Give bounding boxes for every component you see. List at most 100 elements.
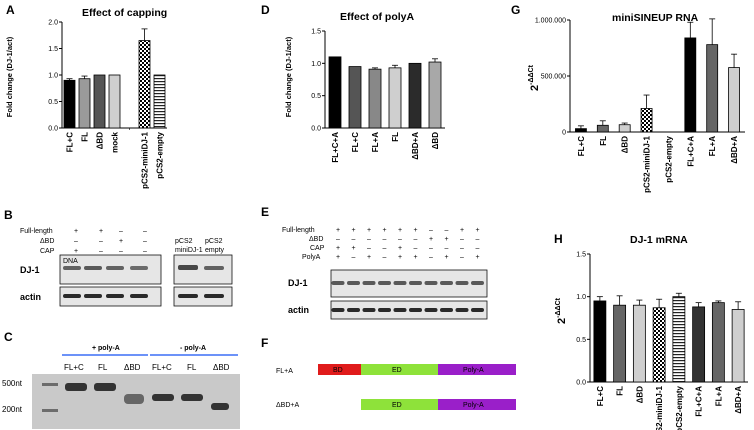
y-tick-label: 1.0 [576,294,586,301]
blot-e-mark: – [352,254,356,261]
blot-e-actin-band [455,308,469,312]
category-label-fl-1: FL [81,132,90,142]
chart-minisineup-rna: 0 500.000 1.000.000 2-ΔΔCt FL+C FL ΔBD pCS2-min… [528,18,745,193]
segment-ed-dbd [361,399,438,410]
blot-e-mark: – [460,254,464,261]
y-axis-label-exponent: -ΔΔCt [555,297,562,317]
category-label-fl-a-6: FL+A [708,136,717,156]
blot-b-mark: – [74,238,78,245]
blot-e-mark: – [367,245,371,252]
blot-b-actin-membrane-right [173,286,233,307]
category-label-fl-1: FL [616,386,625,396]
blot-e-actin-band [471,308,484,312]
blot-b-mark: + [119,238,123,245]
blot-b-right-label-2: miniDJ-1 [175,247,203,254]
bar-pcs2-minidj-1-3 [640,108,653,133]
category-label-fl-c-a-5: FL+C+A [695,386,704,417]
blot-e-dj1-band [455,281,469,285]
category-label-pcs2-empty-6: pCS2-empty [156,131,165,178]
blot-e-actin-band [331,308,345,312]
y-tick-label: 1.5 [576,252,586,259]
blot-b-mark: – [143,238,147,245]
panel-letter-g: G [511,3,520,17]
blot-e-mark: – [476,245,480,252]
y-tick-label: 0.0 [311,126,321,133]
y-tick-label: 500.000 [541,74,566,81]
bar-fl-a-2 [368,68,382,129]
y-tick-label: 1.0 [48,73,58,80]
blot-e-mark: + [413,254,417,261]
blot-e-row-label-full-length: Full-length [282,227,315,234]
category-label-pcs2-minidj-1-3: pCS2-miniDJ-1 [643,135,652,192]
gel-lane-label-dbd-2: ΔBD [213,363,230,372]
construct-label-dbd-a: ΔBD+A [276,402,299,409]
blot-e-mark: + [367,254,371,261]
gel-c: + poly-A - poly-A FL+C FL ΔBD FL+C FL ΔB… [2,345,240,429]
y-tick-label: 1.5 [48,46,58,53]
blot-b-row-label-full-length: Full-length [20,228,53,235]
panel-letter-h: H [554,232,563,246]
blot-b-right-label-3: pCS2 [205,238,223,245]
blot-e-mark: – [414,245,418,252]
y-axis-label: 2-ΔΔCt [555,297,568,324]
segment-polya-dbd [438,399,516,410]
blot-e-mark: + [382,227,386,234]
bar-pcs2-empty-4 [672,296,686,383]
blot-b-right-label-1: pCS2 [175,238,193,245]
blot-e-mark: – [460,236,464,243]
panel-letter-d: D [261,3,270,17]
category-label-fl-1: FL [599,136,608,146]
blot-e-mark: + [413,227,417,234]
blot-e-actin-band [440,308,453,312]
gel-lane-label-dbd-1: ΔBD [124,363,141,372]
blot-e-mark: – [429,245,433,252]
blot-e-bands [331,281,484,312]
y-tick-label: 0.0 [576,380,586,387]
bar-fl-c-0 [593,300,607,383]
blot-b-row-label-dbd: ΔBD [40,238,54,245]
y-tick-label: 0.5 [311,93,321,100]
bar-bd-2 [93,74,106,129]
blot-e-mark: + [444,236,448,243]
bar-fl-1 [613,304,627,383]
bar-fl-c-0 [63,79,76,129]
panel-letter-a: A [6,3,15,17]
category-label-bd-5: ΔBD [431,132,440,150]
panel-letter-b: B [4,208,13,222]
gel-marker-200nt: 200nt [2,405,23,414]
bar-fl-c-a-5 [692,306,706,383]
category-label-fl-c-0: FL+C [577,136,586,156]
y-tick-label: 2.0 [48,20,58,27]
gel-lane-label-fl-c-2: FL+C [152,363,172,372]
gel-lane-label-fl-2: FL [187,363,197,372]
blot-b-row-label-cap: CAP [40,248,55,255]
western-blot-b: Full-length ΔBD CAP pCS2 miniDJ-1 pCS2 e… [20,228,233,307]
bar-bd-a-7 [731,309,745,383]
blot-e-actin-label: actin [288,305,309,315]
bar-mock-3 [108,74,121,129]
gel-lane-label-fl-1: FL [98,363,108,372]
blot-e-dj1-band [393,281,407,285]
gel-group-label-minus-polya: - poly-A [180,345,206,352]
blot-e-mark: – [398,236,402,243]
y-tick-label: 1.5 [311,29,321,36]
blot-e-mark: + [398,254,402,261]
blot-e-mark: – [383,236,387,243]
blot-b-mark: + [74,228,78,235]
gel-group-label-plus-polya: + poly-A [92,345,120,352]
bar-fl-c-1 [348,66,362,129]
bar-bd-2 [618,124,631,133]
y-tick-label: 0.0 [48,126,58,133]
category-label-pcs2-minidj-1-3: pCS2-miniDJ-1 [655,385,664,430]
segment-label-ed-fl: ED [392,367,402,374]
y-axis-label-base: 2 [556,318,568,324]
blot-e-mark: + [398,245,402,252]
bar-bd-a-7 [728,67,740,133]
segment-bd [318,364,361,375]
bar-fl-1 [596,124,609,133]
blot-e-mark: – [429,227,433,234]
category-label-fl-a-6: FL+A [714,386,723,406]
blot-e-actin-band [362,308,376,312]
bar-bd-a-4 [408,62,422,129]
y-tick-label: 1.0 [311,61,321,68]
